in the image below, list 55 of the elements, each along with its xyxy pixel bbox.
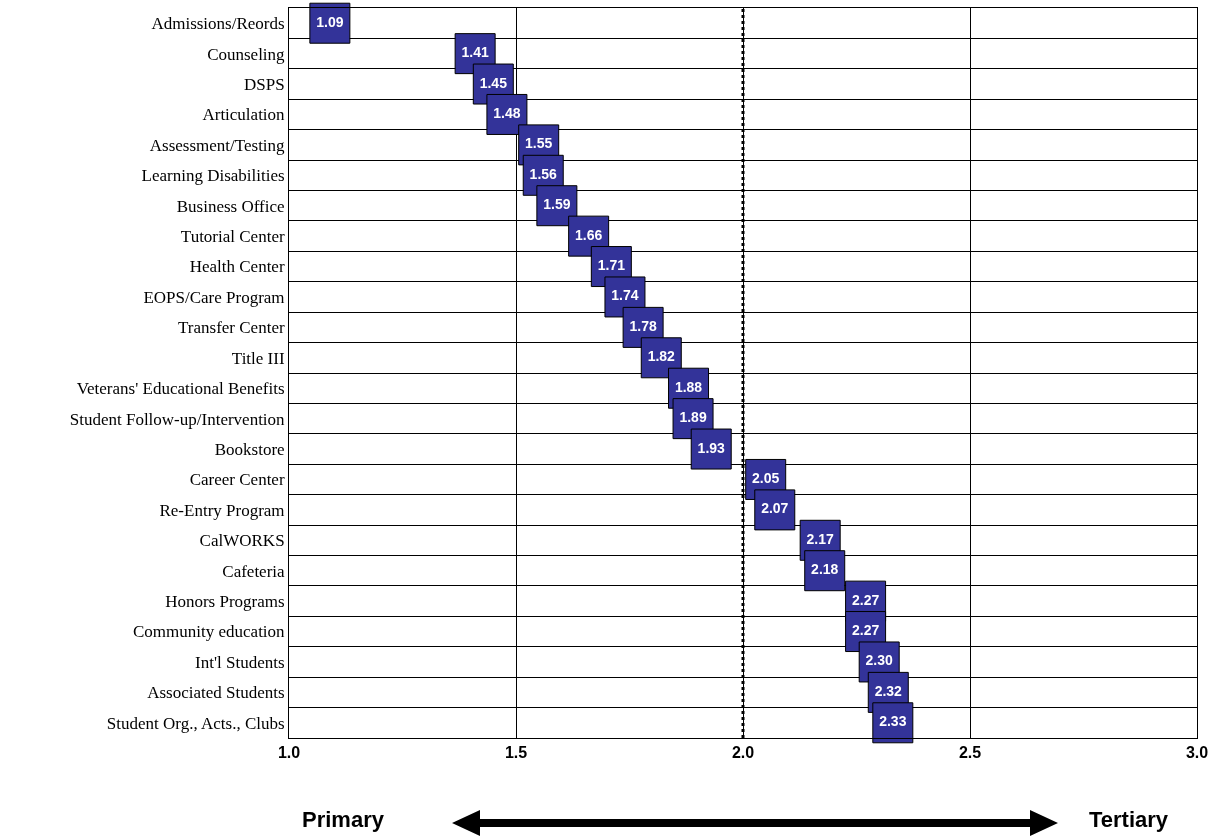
y-tick-label: Business Office	[176, 196, 285, 216]
data-label: 1.41	[461, 44, 489, 61]
data-label: 2.30	[865, 652, 894, 669]
data-label: 2.07	[761, 500, 789, 517]
y-tick-label: Articulation	[202, 105, 286, 125]
data-label: 1.45	[479, 74, 508, 91]
y-tick-label: Counseling	[207, 44, 286, 64]
y-tick-label: Re-Entry Program	[159, 500, 285, 520]
y-tick-label: Transfer Center	[178, 318, 285, 338]
y-tick-label: Learning Disabilities	[141, 166, 285, 186]
x-tick-label: 2.5	[958, 744, 982, 762]
data-label: 1.48	[493, 104, 521, 121]
x-tick-label: 1.5	[504, 744, 528, 762]
data-label: 1.89	[679, 409, 707, 426]
y-tick-label: Veterans' Educational Benefits	[76, 379, 285, 399]
y-tick-label: Admissions/Reords	[151, 14, 285, 34]
data-label: 1.66	[575, 226, 603, 243]
y-tick-label: DSPS	[243, 74, 285, 94]
x-tick-label: 3.0	[1185, 744, 1209, 762]
text: Primary	[302, 807, 385, 832]
y-tick-label: CalWORKS	[199, 531, 285, 551]
data-label: 1.82	[647, 348, 676, 365]
y-tick-label: Career Center	[189, 470, 285, 490]
data-label: 2.27	[851, 591, 880, 608]
y-tick-label: Title III	[231, 348, 285, 368]
data-label: 1.78	[629, 317, 657, 334]
y-tick-label: Community education	[133, 622, 286, 642]
data-label: 1.71	[597, 257, 626, 274]
data-label: 2.17	[806, 530, 835, 547]
y-tick-label: Cafeteria	[222, 561, 286, 581]
y-tick-label: Honors Programs	[165, 592, 285, 612]
data-label: 1.59	[543, 196, 571, 213]
data-label: 2.27	[851, 622, 880, 639]
data-label: 1.74	[611, 287, 639, 304]
y-tick-label: Int'l Students	[195, 652, 285, 672]
x-tick-label: 2.0	[731, 744, 755, 762]
y-tick-label: Tutorial Center	[180, 227, 285, 247]
y-tick-label: Student Org., Acts., Clubs	[106, 713, 285, 733]
x-tick-label: 1.0	[277, 744, 301, 762]
y-tick-label: Health Center	[189, 257, 285, 277]
data-label: 1.55	[525, 135, 553, 152]
text: Tertiary	[1089, 807, 1169, 832]
y-tick-label: Student Follow-up/Intervention	[69, 409, 286, 429]
y-tick-label: Assessment/Testing	[149, 135, 286, 155]
data-label: 2.33	[879, 713, 907, 730]
y-tick-label: EOPS/Care Program	[143, 287, 285, 307]
data-label: 1.56	[529, 165, 558, 182]
data-label: 2.32	[874, 682, 903, 699]
data-label: 1.88	[674, 378, 703, 395]
data-label: 2.18	[811, 561, 839, 578]
data-label: 1.93	[697, 439, 726, 456]
y-tick-label: Associated Students	[147, 683, 285, 703]
data-label: 2.05	[752, 469, 780, 486]
y-tick-label: Bookstore	[214, 439, 285, 459]
data-label: 1.09	[316, 13, 344, 30]
